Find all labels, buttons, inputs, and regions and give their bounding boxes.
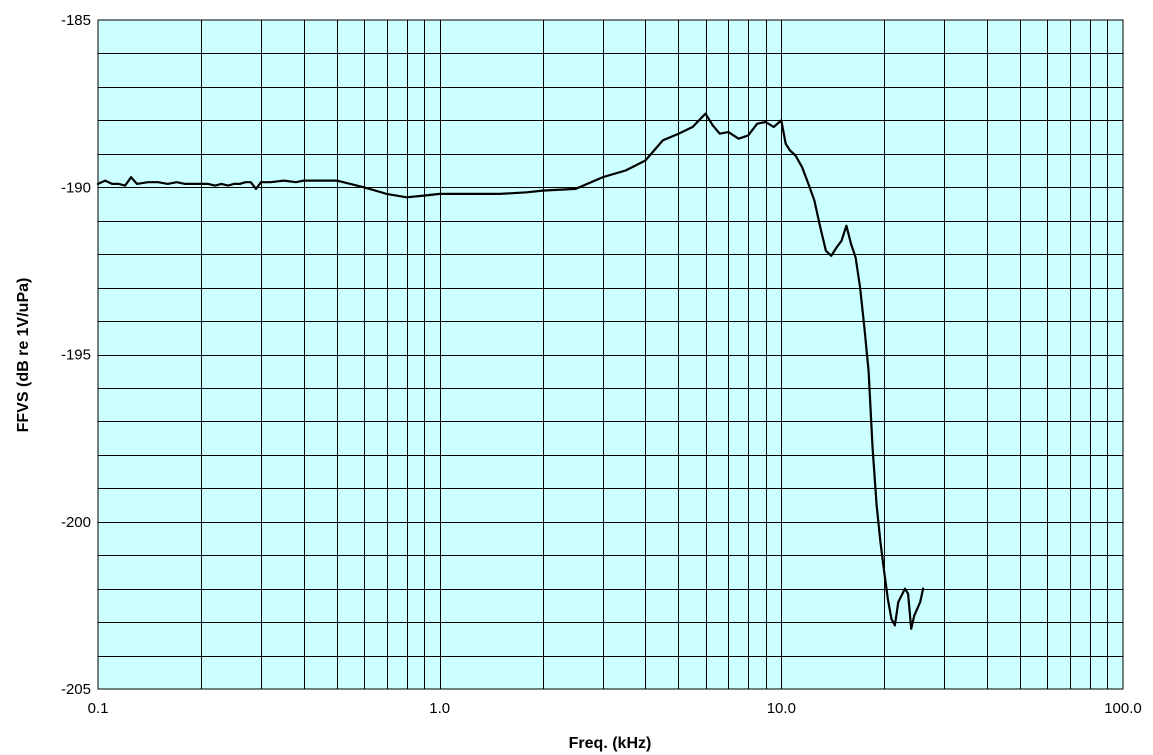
x-tick-labels: 0.1 1.0 10.0 100.0 [88,700,1142,717]
plot-border [97,19,1124,690]
plot-area [98,20,1123,689]
x-tick-label: 1.0 [429,700,450,717]
x-axis-title: Freq. (kHz) [569,735,652,752]
x-tick-label: 100.0 [1104,700,1142,717]
x-tick-label: 0.1 [88,700,109,717]
y-tick-label: -185 [61,12,91,29]
y-axis-title: FFVS (dB re 1V/uPa) [15,278,32,433]
x-tick-label: 10.0 [767,700,796,717]
series-line [96,112,925,630]
horizontal-gridlines [98,53,1123,657]
y-tick-labels: -185 -190 -195 -200 -205 [61,12,91,698]
y-tick-label: -200 [61,514,91,531]
y-tick-label: -205 [61,681,91,698]
y-tick-label: -190 [61,179,91,196]
y-tick-label: -195 [61,347,91,364]
